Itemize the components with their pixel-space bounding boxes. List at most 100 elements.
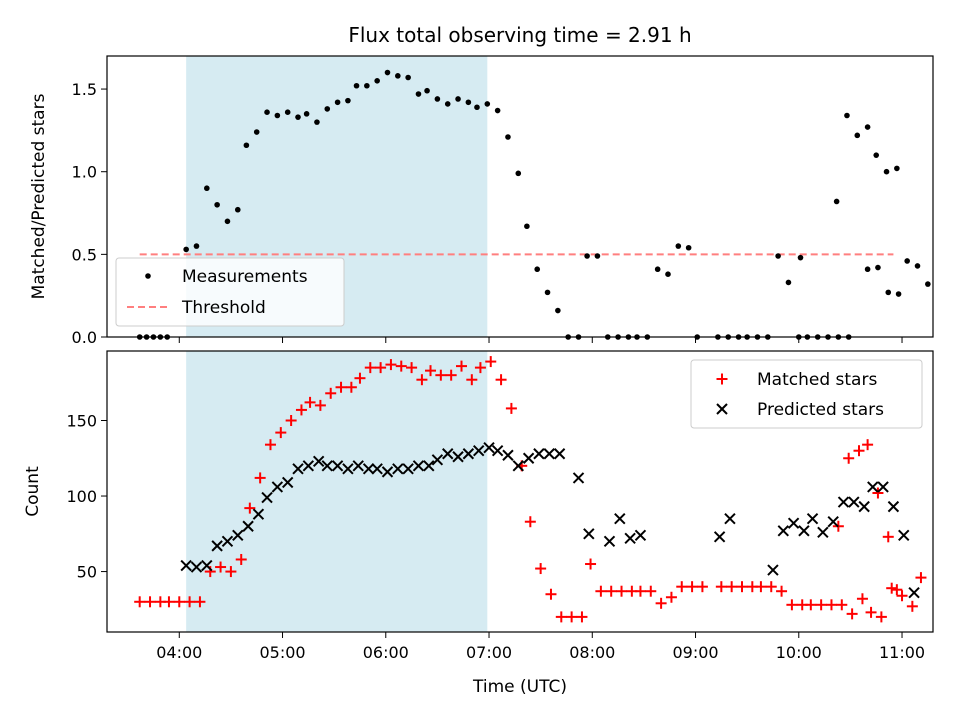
matched-point: [882, 531, 894, 543]
predicted-point: [713, 531, 726, 543]
legend-predicted-marker: [716, 403, 728, 415]
matched-point: [655, 597, 667, 609]
predicted-point: [603, 535, 616, 548]
measurement-point: [534, 266, 541, 273]
matched-point: [485, 356, 497, 368]
predicted-point: [898, 529, 910, 542]
matched-point: [134, 596, 146, 608]
predicted-point: [512, 460, 524, 472]
count-series: [134, 356, 927, 623]
predicted-point: [423, 460, 435, 472]
count-panel-frame: [106, 350, 934, 633]
measurement-point: [314, 119, 320, 125]
predicted-point: [352, 460, 364, 472]
measurement-point: [524, 223, 530, 230]
predicted-point: [412, 460, 425, 472]
matched-point: [765, 581, 777, 593]
predicted-point: [867, 481, 879, 493]
measurement-point: [405, 74, 411, 81]
measurement-point: [150, 334, 157, 340]
predicted-point: [242, 520, 254, 532]
predicted-point: [261, 491, 273, 504]
predicted-point: [281, 476, 294, 489]
measurement-point: [183, 246, 189, 253]
measurement-point: [694, 334, 701, 340]
measurement-point: [797, 254, 804, 261]
predicted-point: [522, 452, 535, 464]
predicted-point: [887, 500, 900, 513]
measurement-point: [715, 334, 721, 340]
predicted-point: [232, 529, 244, 542]
predicted-point: [190, 561, 203, 573]
matched-point: [264, 439, 276, 451]
matched-point: [466, 374, 478, 386]
matched-point: [665, 591, 677, 603]
predicted-point: [827, 516, 839, 528]
matched-point: [335, 381, 347, 393]
ratio-y-ticks: 0.0 0.5 1.0 1.5: [72, 80, 107, 347]
x-tick-label: 05:00: [259, 643, 305, 662]
measurement-point: [234, 206, 241, 213]
measurement-point: [835, 334, 842, 340]
matched-point: [416, 374, 428, 386]
matched-point: [215, 561, 227, 573]
legend-predicted-label: Predicted stars: [757, 400, 884, 420]
predicted-point: [848, 496, 860, 508]
predicted-point: [362, 463, 375, 475]
legend-predicted-glyph: [716, 403, 728, 415]
measurement-point: [303, 111, 310, 117]
measurement-point: [515, 170, 522, 177]
legend-matched-label: Matched stars: [757, 370, 877, 390]
measurement-point: [164, 334, 171, 340]
matched-point: [395, 360, 407, 372]
legend-matched-marker: [716, 373, 728, 385]
x-tick-label: 06:00: [363, 643, 409, 662]
matched-point: [345, 381, 357, 393]
matched-point: [696, 581, 708, 593]
matched-point: [184, 596, 196, 608]
measurement-point: [505, 134, 511, 140]
predicted-point: [543, 448, 555, 460]
measurement-point: [345, 97, 351, 104]
measurement-point: [253, 129, 260, 135]
matched-point: [285, 414, 297, 426]
matched-point: [896, 590, 908, 602]
predicted-point: [402, 463, 414, 475]
matched-point: [605, 585, 617, 597]
measurement-point: [415, 91, 422, 97]
measurement-point: [825, 334, 831, 340]
measurement-point: [754, 334, 761, 340]
predicted-point: [858, 500, 870, 513]
y-tick-label: 1.0: [72, 163, 97, 182]
matched-point: [144, 596, 156, 608]
measurement-point: [875, 264, 881, 271]
measurement-point: [264, 109, 270, 115]
measurement-point: [914, 263, 921, 269]
legend-matched-glyph: [716, 373, 728, 385]
matched-point: [244, 502, 256, 514]
legend-threshold-label: Threshold: [181, 298, 266, 318]
matched-point: [314, 399, 326, 411]
predicted-point: [462, 448, 475, 460]
measurement-point: [814, 334, 821, 340]
predicted-point: [624, 532, 636, 545]
measurement-point: [895, 291, 902, 297]
measurement-point: [735, 334, 742, 340]
matched-point: [805, 599, 817, 611]
predicted-point: [221, 535, 234, 548]
measurement-point: [675, 243, 682, 249]
ratio-legend-box: [115, 257, 345, 327]
y-tick-label: 100: [66, 487, 97, 506]
predicted-point: [381, 466, 394, 478]
measurement-point: [484, 101, 491, 107]
measurement-point: [444, 101, 451, 107]
x-tick-label: 11:00: [879, 643, 925, 662]
measurement-point: [434, 96, 441, 102]
ratio-x-ticks: [178, 337, 903, 343]
predicted-point: [392, 463, 404, 475]
predicted-point: [452, 451, 464, 463]
matched-point: [843, 452, 855, 464]
measurement-point: [224, 218, 231, 225]
matched-point: [535, 563, 547, 575]
